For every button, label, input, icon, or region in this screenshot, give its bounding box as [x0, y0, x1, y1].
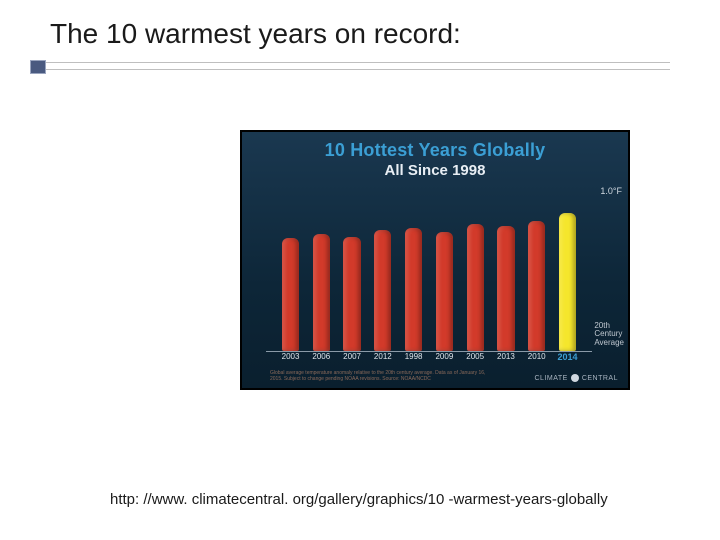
- bar: [374, 230, 391, 351]
- logo-left: CLIMATE: [534, 375, 567, 382]
- century-average-label: 20thCenturyAverage: [594, 322, 624, 348]
- source-url: http: //www. climatecentral. org/gallery…: [110, 491, 608, 508]
- title-block: The 10 warmest years on record:: [50, 18, 670, 74]
- bar: [497, 226, 514, 351]
- y-scale-label: 1.0°F: [600, 186, 622, 196]
- x-label: 2009: [435, 352, 453, 361]
- chart-subtitle: All Since 1998: [242, 162, 628, 179]
- x-label: 2003: [282, 352, 300, 361]
- x-label: 2007: [343, 352, 361, 361]
- bar: [436, 232, 453, 351]
- accent-line: [46, 62, 670, 70]
- x-label: 1998: [405, 352, 423, 361]
- footer-note: Global average temperature anomaly relat…: [270, 371, 490, 382]
- x-label: 2005: [466, 352, 484, 361]
- x-label: 2014: [557, 352, 577, 362]
- bars-area: [272, 190, 586, 352]
- x-label: 2010: [528, 352, 546, 361]
- chart-container: 10 Hottest Years Globally All Since 1998…: [240, 130, 630, 390]
- logo-dot-icon: [571, 374, 579, 382]
- bar: [282, 238, 299, 351]
- climate-central-logo: CLIMATE CENTRAL: [534, 374, 618, 382]
- x-label: 2006: [312, 352, 330, 361]
- bar: [559, 213, 576, 351]
- logo-right: CENTRAL: [582, 375, 618, 382]
- bar: [467, 224, 484, 351]
- x-labels: 2003 2006 2007 2012 1998 2009 2005 2013 2010 2014: [272, 352, 586, 366]
- accent-box: [30, 60, 46, 74]
- bar: [528, 221, 545, 351]
- bar: [343, 237, 360, 351]
- x-label: 2012: [374, 352, 392, 361]
- chart-title: 10 Hottest Years Globally: [242, 140, 628, 161]
- bar: [313, 234, 330, 351]
- x-label: 2013: [497, 352, 515, 361]
- slide: The 10 warmest years on record: 10 Hotte…: [0, 0, 720, 540]
- bar: [405, 228, 422, 351]
- title-underline: [30, 60, 670, 74]
- slide-title: The 10 warmest years on record:: [50, 18, 670, 50]
